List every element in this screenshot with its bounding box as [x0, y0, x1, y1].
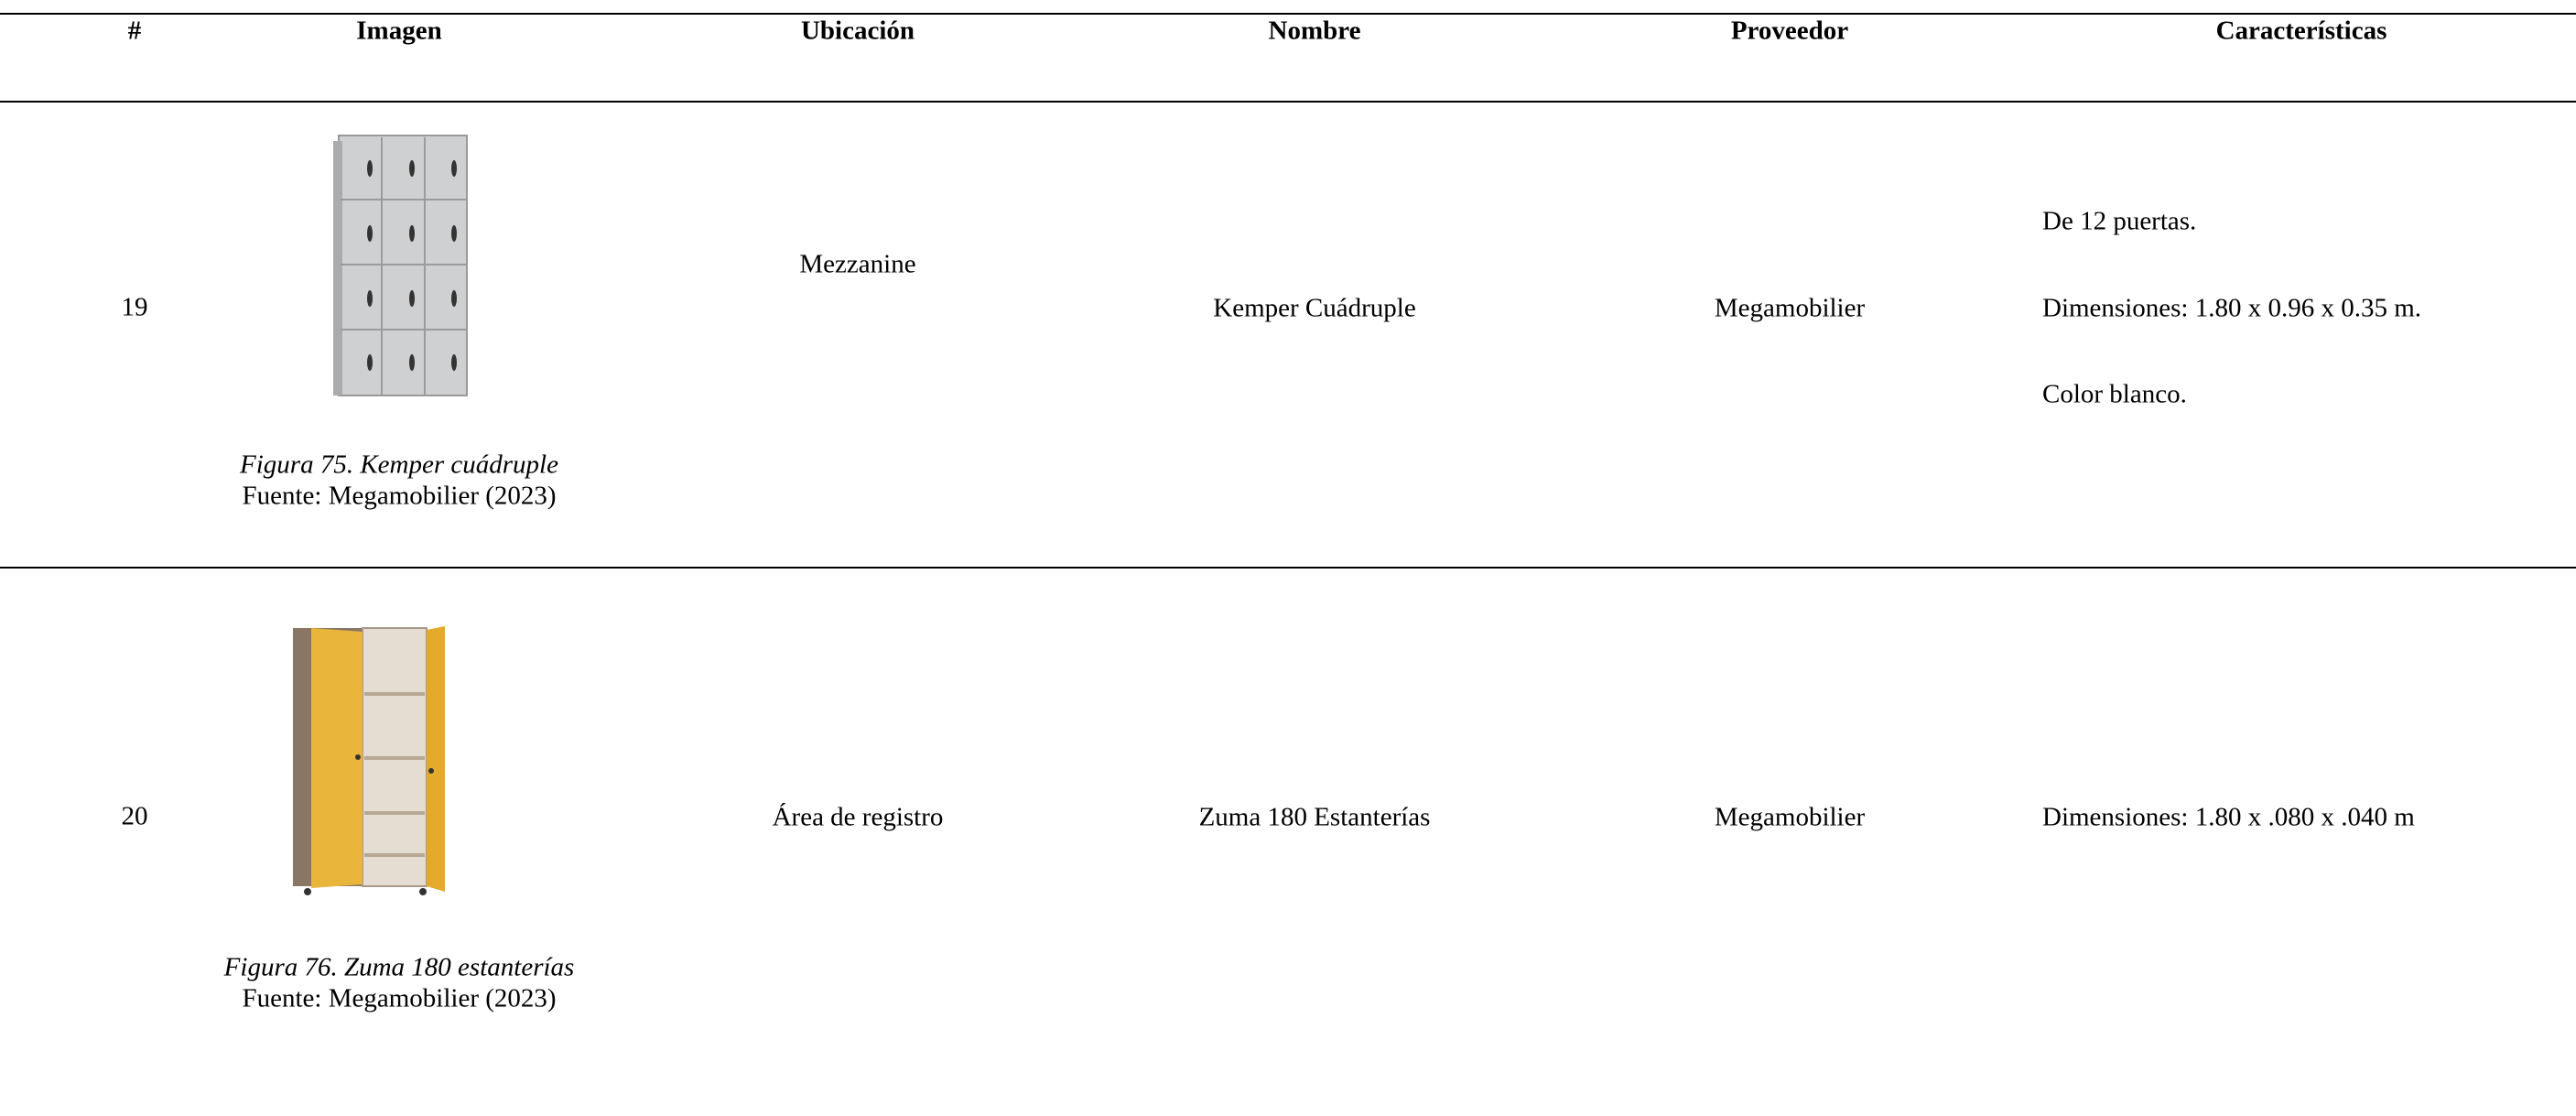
provider: Megamobilier: [1714, 802, 1866, 832]
product-name: Zuma 180 Estanterías: [1198, 802, 1431, 832]
column-header: #: [127, 16, 142, 46]
column-header: Nombre: [1268, 16, 1361, 46]
header-rule: [0, 101, 2576, 103]
locker-image: [333, 135, 468, 396]
cabinet-image: [293, 626, 445, 895]
row-rule: [0, 567, 2576, 569]
figure-source: Fuente: Megamobilier (2023): [242, 481, 557, 511]
table-top-rule: [0, 13, 2576, 15]
row-number: 19: [121, 292, 148, 322]
figure-source: Fuente: Megamobilier (2023): [242, 983, 557, 1013]
feature: Color blanco.: [2042, 379, 2187, 409]
column-header: Proveedor: [1730, 16, 1849, 46]
location: Área de registro: [772, 802, 944, 832]
product-name: Kemper Cuádruple: [1213, 293, 1416, 323]
row-number: 20: [121, 801, 148, 831]
feature: De 12 puertas.: [2042, 206, 2197, 236]
column-header: Imagen: [356, 16, 442, 46]
figure-caption: Figura 75. Kemper cuádruple: [240, 450, 558, 480]
location: Mezzanine: [799, 249, 916, 279]
feature: Dimensiones: 1.80 x 0.96 x 0.35 m.: [2042, 293, 2422, 323]
figure-caption: Figura 76. Zuma 180 estanterías: [223, 952, 575, 982]
column-header: Ubicación: [800, 16, 915, 46]
column-header: Características: [2215, 16, 2387, 46]
feature: Dimensiones: 1.80 x .080 x .040 m: [2042, 802, 2415, 832]
provider: Megamobilier: [1714, 293, 1866, 323]
